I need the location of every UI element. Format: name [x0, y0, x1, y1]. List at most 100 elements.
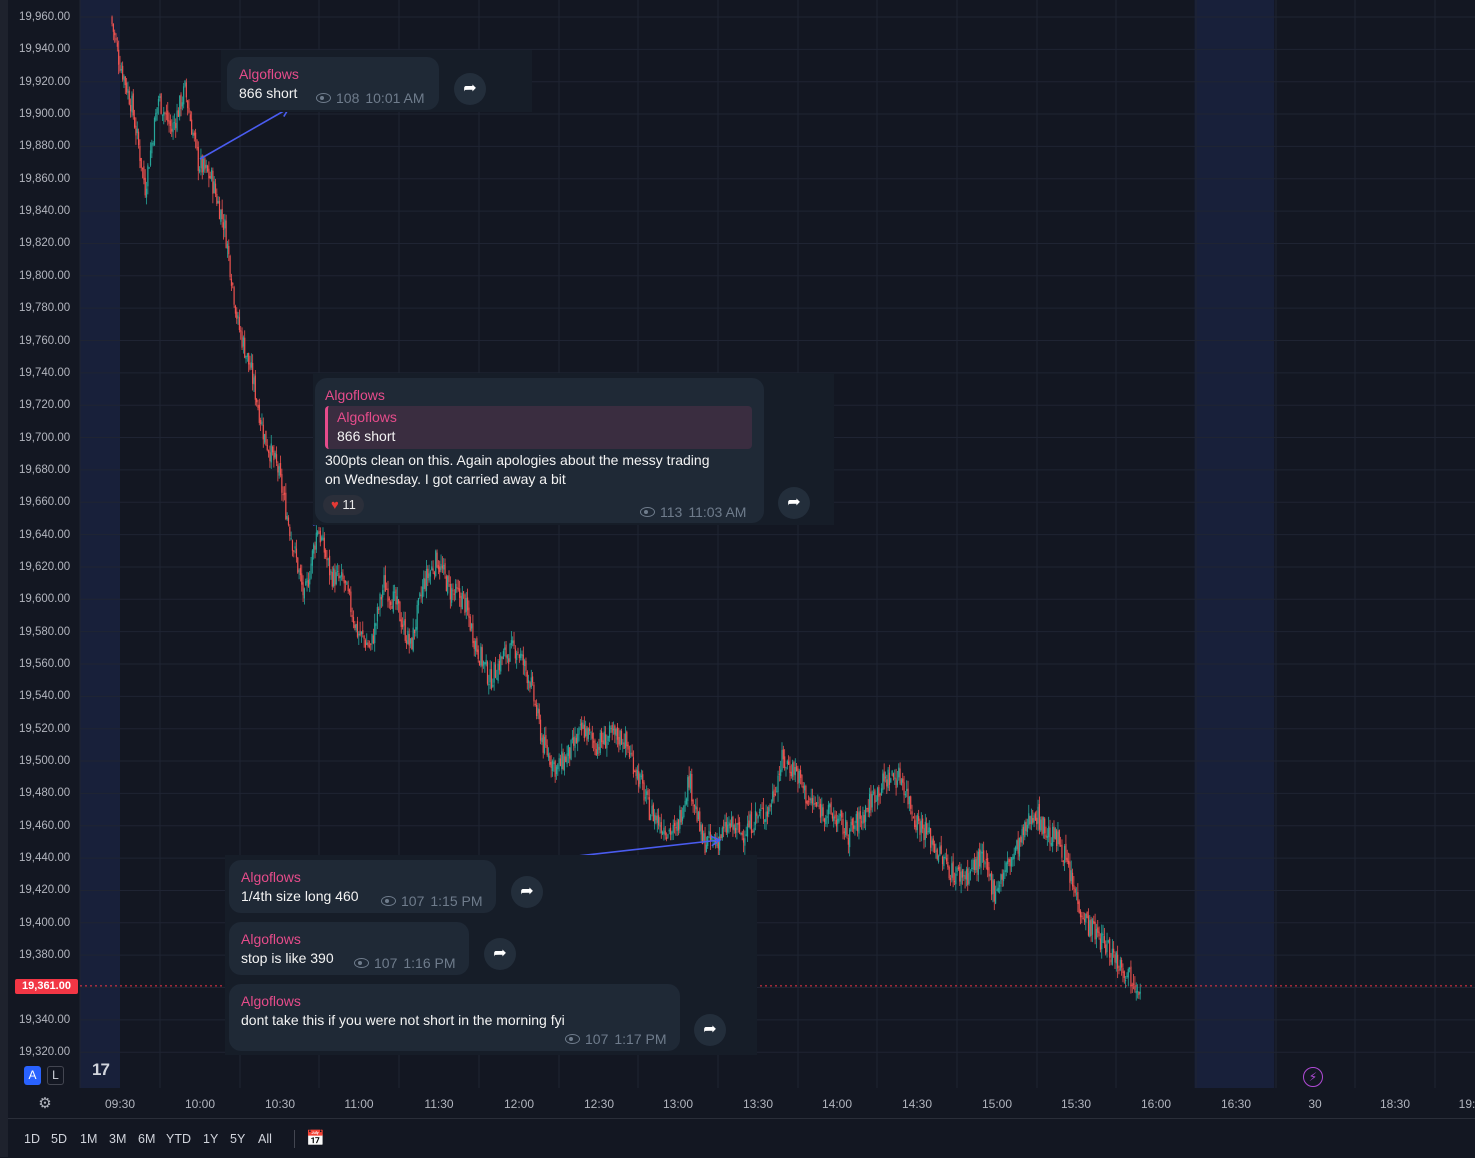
time-axis-label: 12:00	[503, 1097, 535, 1111]
candle-body	[927, 831, 929, 833]
forward-arrow-icon[interactable]: ➦	[778, 487, 810, 519]
candle-body	[537, 707, 539, 714]
candle-body	[923, 828, 925, 841]
candle-body	[180, 94, 182, 110]
candle-body	[379, 593, 381, 610]
message-bubble-3[interactable]: Algoflows 1/4th size long 460 107 1:15 PM	[229, 860, 496, 913]
candle-body	[1008, 858, 1010, 862]
candle-body	[608, 725, 611, 738]
range-button-1d[interactable]: 1D	[24, 1132, 40, 1146]
candle-body	[1026, 824, 1029, 832]
candle-body	[321, 537, 323, 540]
candle-body	[554, 760, 556, 777]
forward-arrow-icon[interactable]: ➦	[511, 876, 543, 908]
message-bubble-1[interactable]: Algoflows 866 short 108 10:01 AM	[227, 57, 439, 110]
candle-body	[975, 859, 977, 871]
candle-body	[395, 589, 397, 605]
eye-icon	[565, 1034, 580, 1044]
candle-body	[119, 65, 121, 71]
price-axis-label: 19,520.00	[19, 722, 71, 735]
candle-body	[421, 586, 424, 598]
forward-arrow-icon[interactable]: ➦	[454, 73, 486, 105]
candle-body	[677, 819, 680, 831]
candle-body	[1030, 815, 1033, 825]
message-bubble-2[interactable]: Algoflows Algoflows 866 short 300pts cle…	[315, 378, 764, 523]
range-button-5y[interactable]: 5Y	[230, 1132, 246, 1146]
candle-body	[1101, 932, 1103, 950]
quoted-message[interactable]: Algoflows 866 short	[325, 406, 752, 449]
candle-body	[256, 398, 258, 403]
range-button-3m[interactable]: 3M	[109, 1132, 127, 1146]
message-bubble-4[interactable]: Algoflows stop is like 390 107 1:16 PM	[229, 922, 469, 975]
forward-arrow-icon[interactable]: ➦	[484, 938, 516, 970]
price-axis-label: 19,400.00	[19, 916, 71, 929]
annotation-arrow[interactable]	[199, 107, 290, 160]
candle-body	[492, 684, 494, 687]
candle-body	[651, 805, 653, 814]
candle-body	[417, 598, 420, 606]
candle-body	[122, 65, 124, 80]
candle-body	[157, 98, 160, 106]
candle-body	[996, 889, 998, 891]
candle-body	[647, 790, 649, 796]
candle-body	[571, 737, 573, 740]
candle-body	[699, 811, 701, 832]
log-scale-button[interactable]: L	[47, 1066, 64, 1085]
candle-body	[232, 282, 234, 285]
candle-body	[285, 492, 287, 520]
message-meta: 108 10:01 AM	[316, 90, 425, 106]
candle-body	[118, 49, 120, 65]
candle-body	[334, 569, 336, 586]
candle-body	[140, 157, 142, 168]
candle-body	[214, 183, 217, 195]
forward-arrow-icon[interactable]: ➦	[694, 1014, 726, 1046]
candle-body	[468, 607, 470, 618]
candle-body	[1082, 917, 1084, 919]
auto-scale-button[interactable]: A	[24, 1066, 41, 1085]
candle-body	[915, 824, 917, 831]
candle-body	[133, 117, 136, 128]
range-button-5d[interactable]: 5D	[51, 1132, 67, 1146]
candle-body	[425, 569, 428, 591]
eye-icon	[381, 896, 396, 906]
candle-body	[664, 830, 666, 836]
gear-icon[interactable]: ⚙	[38, 1095, 52, 1112]
candle-body	[1010, 857, 1013, 867]
candle-body	[883, 771, 885, 782]
candle-body	[1099, 938, 1102, 950]
candle-body	[896, 780, 899, 786]
candle-body	[807, 801, 810, 803]
candle-body	[1009, 859, 1011, 867]
reaction-badge[interactable]: ♥ 11	[323, 495, 364, 515]
candle-body	[663, 827, 665, 834]
candle-body	[899, 768, 901, 784]
candle-body	[1126, 975, 1128, 978]
eye-icon	[640, 507, 655, 517]
candle-body	[407, 630, 409, 644]
candle-body	[415, 627, 417, 632]
range-button-6m[interactable]: 6M	[138, 1132, 156, 1146]
candle-body	[919, 821, 921, 835]
candle-body	[359, 630, 361, 636]
candle-body	[362, 630, 364, 635]
candle-body	[131, 95, 133, 113]
candle-body	[1061, 844, 1063, 858]
candle-body	[955, 873, 957, 885]
lightning-icon[interactable]: ⚡	[1303, 1067, 1323, 1087]
range-button-1y[interactable]: 1Y	[203, 1132, 219, 1146]
candle-body	[754, 810, 757, 825]
message-bubble-5[interactable]: Algoflows dont take this if you were not…	[229, 984, 680, 1051]
candle-body	[151, 142, 153, 154]
range-button-ytd[interactable]: YTD	[166, 1132, 191, 1146]
price-axis-label: 19,840.00	[19, 205, 71, 218]
range-button-all[interactable]: All	[258, 1132, 272, 1146]
price-axis-label: 19,540.00	[19, 690, 71, 703]
candle-body	[267, 450, 270, 453]
candle-body	[221, 208, 223, 220]
range-button-1m[interactable]: 1M	[80, 1132, 98, 1146]
candle-body	[599, 732, 601, 754]
candle-body	[612, 728, 615, 731]
message-time: 11:03 AM	[688, 504, 747, 520]
calendar-range-icon[interactable]: 📅	[306, 1130, 325, 1147]
candle-body	[819, 803, 822, 818]
